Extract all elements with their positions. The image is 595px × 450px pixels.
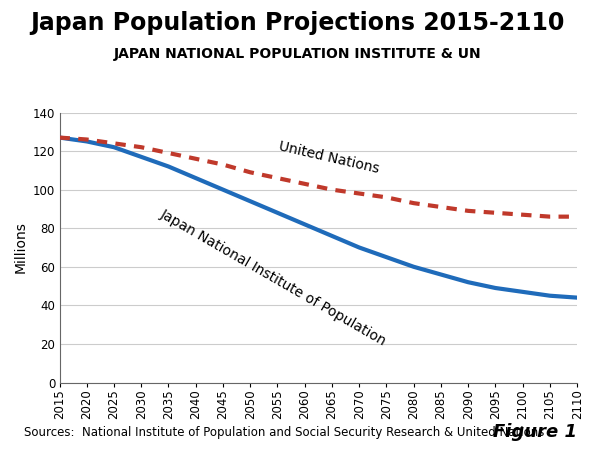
Y-axis label: Millions: Millions <box>14 221 27 274</box>
Text: Japan National Institute of Population: Japan National Institute of Population <box>158 207 389 348</box>
Text: Figure 1: Figure 1 <box>493 423 577 441</box>
Text: Japan Population Projections 2015-2110: Japan Population Projections 2015-2110 <box>30 11 565 35</box>
Text: Sources:  National Institute of Population and Social Security Research & United: Sources: National Institute of Populatio… <box>24 426 544 439</box>
Text: United Nations: United Nations <box>277 140 381 176</box>
Text: JAPAN NATIONAL POPULATION INSTITUTE & UN: JAPAN NATIONAL POPULATION INSTITUTE & UN <box>114 47 481 61</box>
